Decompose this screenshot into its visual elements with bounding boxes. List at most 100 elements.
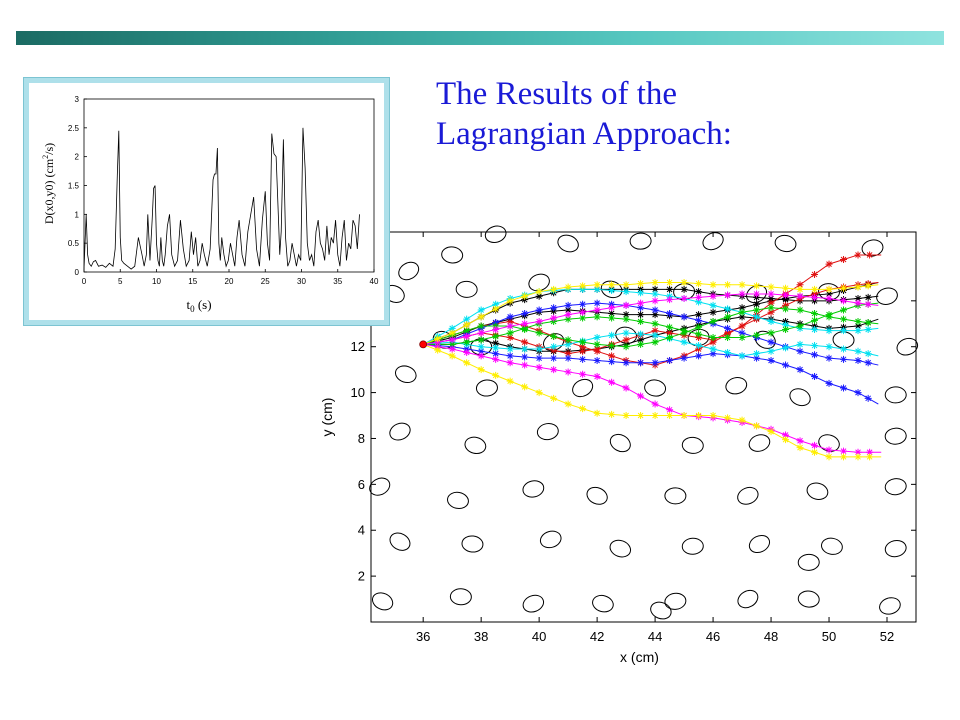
obstacle-outline — [455, 280, 478, 298]
trajectory-marker — [434, 335, 442, 343]
trajectory-marker — [796, 292, 804, 300]
trajectory-marker — [680, 354, 688, 362]
trajectory-marker — [448, 345, 456, 353]
x-tick-label: 50 — [822, 629, 836, 644]
x-tick-label: 42 — [590, 629, 604, 644]
trajectory-marker — [796, 285, 804, 293]
trajectory-marker — [622, 329, 630, 337]
trajectory-marker — [651, 311, 659, 319]
accent-bar-fill — [16, 31, 944, 45]
trajectory-marker — [651, 338, 659, 346]
trajectory-marker — [811, 448, 819, 456]
trajectory-marker — [492, 355, 500, 363]
trajectory-marker — [492, 344, 500, 352]
trajectory-marker — [753, 290, 761, 298]
trajectory-marker — [753, 422, 761, 430]
trajectory-marker — [637, 340, 645, 348]
trajectory-marker — [840, 297, 848, 305]
obstacle-outline — [522, 594, 545, 613]
trajectory-marker — [738, 290, 746, 298]
trajectory-marker — [666, 406, 674, 414]
trajectory-marker — [840, 256, 848, 264]
trajectory-marker — [767, 290, 775, 298]
obstacle-outline — [557, 234, 579, 253]
trajectory-marker — [579, 347, 587, 355]
trajectory-marker — [738, 281, 746, 289]
trajectory-marker — [864, 326, 872, 333]
trajectory-marker — [492, 326, 500, 333]
trajectory-marker — [492, 305, 500, 313]
trajectory-marker — [492, 300, 500, 308]
trajectory-marker — [695, 412, 703, 420]
trajectory-marker — [709, 412, 717, 420]
trajectory-marker — [651, 359, 659, 367]
trajectory-marker — [564, 340, 572, 348]
trajectory-marker — [840, 345, 848, 353]
obstacle-outline — [737, 486, 759, 505]
trajectory-marker — [477, 322, 485, 330]
trajectory-marker — [811, 342, 819, 350]
trajectory-marker — [782, 321, 790, 329]
trajectory-marker — [854, 299, 862, 307]
trajectory-marker — [666, 278, 674, 286]
trajectory-marker — [506, 345, 514, 353]
trajectory-marker — [811, 285, 819, 293]
trajectory-marker — [666, 356, 674, 364]
trajectory-marker — [637, 412, 645, 420]
trajectory-marker — [854, 322, 862, 330]
trajectory-marker — [463, 321, 471, 329]
trajectory-marker — [767, 356, 775, 364]
trajectory-marker — [864, 394, 872, 402]
obstacle-outline — [884, 427, 907, 445]
trajectory-marker — [608, 331, 616, 339]
trajectory-marker — [651, 285, 659, 293]
trajectory-marker — [695, 342, 703, 350]
trajectory-marker — [651, 320, 659, 328]
x-axis-label: x (cm) — [620, 649, 659, 665]
obstacle-outline — [884, 539, 907, 558]
trajectory-marker — [825, 260, 833, 268]
trajectory-marker — [477, 336, 485, 344]
trajectory-marker — [811, 309, 819, 317]
trajectory-marker — [463, 359, 471, 367]
trajectory-marker — [796, 281, 804, 289]
trajectory-marker — [637, 317, 645, 325]
trajectory-marker — [448, 352, 456, 360]
trajectory-marker — [651, 290, 659, 298]
obstacle-outline — [797, 590, 820, 608]
trajectory-marker — [622, 359, 630, 367]
y-axis-label: y (cm) — [319, 398, 335, 437]
x-tick-label: 36 — [416, 629, 430, 644]
trajectory-marker — [866, 453, 874, 461]
trajectory-marker — [854, 283, 862, 291]
trajectory-marker — [666, 285, 674, 293]
obstacle-outline — [818, 434, 840, 452]
y-tick-label: 12 — [351, 339, 365, 354]
trajectory-marker — [564, 306, 572, 314]
inset-x-tick-label: 0 — [82, 277, 87, 286]
trajectory-marker — [695, 323, 703, 331]
trajectory-marker — [864, 293, 872, 301]
trajectory-marker — [608, 281, 616, 289]
trajectory-marker — [622, 384, 630, 392]
inset-x-tick-label: 30 — [297, 277, 306, 286]
obstacle-outline — [536, 423, 559, 441]
x-tick-label: 46 — [706, 629, 720, 644]
trajectory-marker — [796, 306, 804, 314]
obstacle-outline — [484, 225, 507, 244]
trajectory-marker — [854, 317, 862, 325]
obstacle-outline — [522, 480, 545, 498]
trajectory-marker — [709, 350, 717, 358]
trajectory-marker — [864, 319, 872, 327]
trajectory-marker — [637, 392, 645, 400]
trajectory-marker — [651, 412, 659, 420]
trajectory-marker — [782, 284, 790, 292]
trajectory-marker — [866, 251, 874, 259]
trajectory-marker — [825, 446, 833, 454]
trajectory-marker — [637, 336, 645, 344]
trajectory-marker — [825, 343, 833, 351]
trajectory-marker — [637, 311, 645, 319]
obstacle-outline — [789, 388, 811, 407]
obstacle-outline — [592, 594, 614, 613]
inset-y-axis-label: D(x0,y0) (cm2/s) — [41, 143, 56, 224]
